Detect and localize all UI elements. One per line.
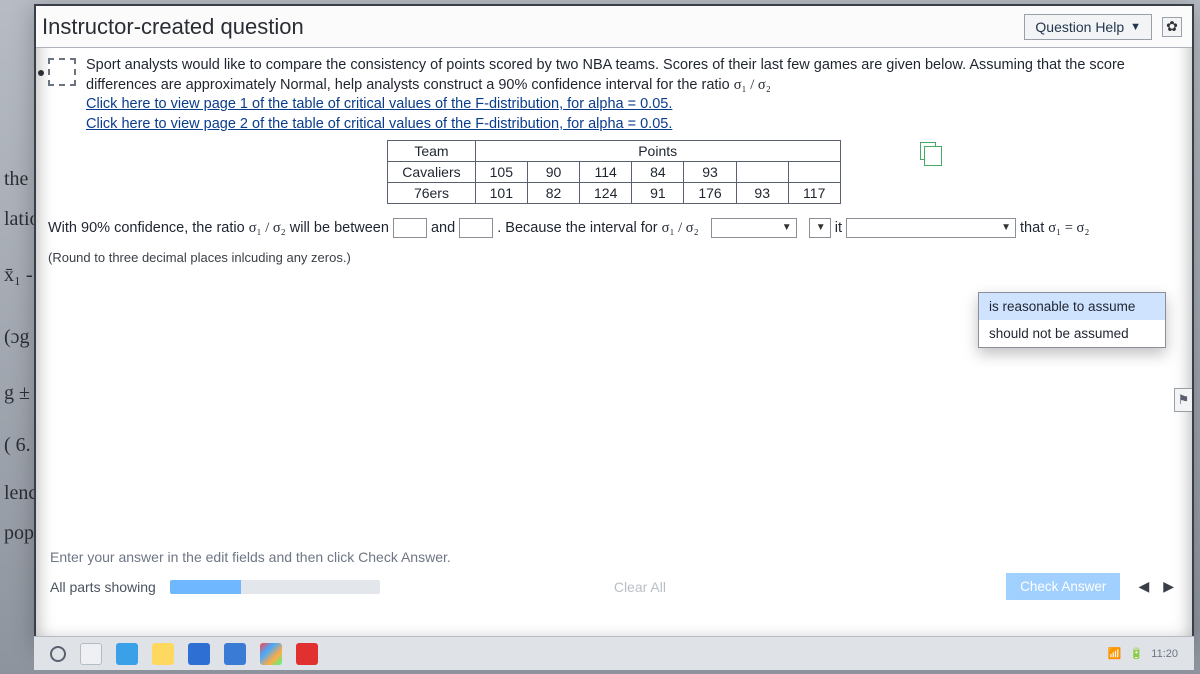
cell: 93: [684, 162, 736, 183]
battery-icon[interactable]: 🔋: [1130, 647, 1144, 660]
next-button[interactable]: ▶: [1159, 576, 1178, 597]
chevron-down-icon: ▼: [816, 218, 826, 238]
cell: [788, 162, 840, 183]
team-name: Cavaliers: [388, 162, 475, 183]
footer: Enter your answer in the edit fields and…: [36, 541, 1192, 608]
f-table-link-2[interactable]: Click here to view page 2 of the table o…: [86, 116, 672, 132]
cell: 124: [580, 183, 632, 204]
footer-hint: Enter your answer in the edit fields and…: [50, 549, 1178, 565]
question-part-icon: [48, 58, 76, 86]
ratio-symbol: σ₁ / σ₂: [662, 220, 699, 236]
cell: 176: [684, 183, 736, 204]
cell: [736, 162, 788, 183]
taskbar: 📶 🔋 11:20: [34, 636, 1194, 670]
txt: . Because the interval for: [497, 220, 661, 236]
dropdown-option[interactable]: is reasonable to assume: [979, 293, 1165, 320]
wifi-icon[interactable]: 📶: [1108, 647, 1122, 660]
txt: and: [431, 220, 459, 236]
f-table-link-1[interactable]: Click here to view page 1 of the table o…: [86, 96, 672, 112]
window-title: Instructor-created question: [42, 14, 304, 40]
col-points: Points: [475, 141, 840, 162]
dropdown-option[interactable]: should not be assumed: [979, 320, 1165, 347]
pager: ◀ ▶: [1134, 576, 1178, 597]
interval-dropdown-1[interactable]: ▼: [711, 218, 797, 238]
cell: 84: [632, 162, 684, 183]
table-header-row: Team Points: [388, 141, 840, 162]
chevron-down-icon: ▼: [782, 218, 792, 238]
cell: 105: [475, 162, 527, 183]
assume-dropdown[interactable]: ▼: [846, 218, 1016, 238]
gear-icon[interactable]: ✿: [1162, 17, 1182, 37]
cell: 91: [632, 183, 684, 204]
ratio-symbol: σ₁ / σ₂: [249, 220, 286, 236]
system-tray: 📶 🔋 11:20: [1108, 647, 1178, 660]
txt: will be between: [290, 220, 393, 236]
cell: 101: [475, 183, 527, 204]
chrome-icon[interactable]: [260, 643, 282, 665]
store-icon[interactable]: [224, 643, 246, 665]
prompt-sentence: Sport analysts would like to compare the…: [86, 57, 1125, 93]
prompt-text: Sport analysts would like to compare the…: [86, 56, 1180, 134]
clock[interactable]: 11:20: [1151, 648, 1178, 660]
cell: 117: [788, 183, 840, 204]
question-window: Instructor-created question Question Hel…: [34, 4, 1194, 644]
prompt-block: Sport analysts would like to compare the…: [48, 56, 1180, 134]
content-area: Sport analysts would like to compare the…: [36, 48, 1192, 642]
answer-sentence: With 90% confidence, the ratio σ₁ / σ₂ w…: [48, 214, 1180, 271]
txt: that: [1020, 220, 1048, 236]
edge-icon[interactable]: [116, 643, 138, 665]
flag-question-icon[interactable]: ⚑: [1174, 388, 1192, 412]
interval-dropdown-2[interactable]: ▼: [809, 218, 831, 238]
txt: it: [835, 220, 846, 236]
table-row: Cavaliers 105 90 114 84 93: [388, 162, 840, 183]
equality-symbol: σ₁ = σ₂: [1048, 220, 1089, 236]
copy-table-icon[interactable]: [920, 142, 936, 160]
file-explorer-icon[interactable]: [152, 643, 174, 665]
question-help-button[interactable]: Question Help ▼: [1024, 14, 1152, 40]
question-help-label: Question Help: [1035, 19, 1124, 35]
lower-bound-input[interactable]: [393, 218, 427, 238]
parts-showing-label: All parts showing: [50, 579, 156, 595]
cell: 114: [580, 162, 632, 183]
ratio-symbol: σ₁ / σ₂: [734, 77, 771, 93]
cell: 93: [736, 183, 788, 204]
assume-dropdown-popup: is reasonable to assume should not be as…: [978, 292, 1166, 348]
app-icon[interactable]: [296, 643, 318, 665]
cortana-circle-icon[interactable]: [50, 646, 66, 662]
cell: 82: [528, 183, 580, 204]
scores-table: Team Points Cavaliers 105 90 114 84 93: [387, 140, 840, 204]
team-name: 76ers: [388, 183, 475, 204]
upper-bound-input[interactable]: [459, 218, 493, 238]
chevron-down-icon: ▼: [1001, 218, 1011, 238]
cell: 90: [528, 162, 580, 183]
progress-bar: [170, 580, 380, 594]
prev-button[interactable]: ◀: [1134, 576, 1153, 597]
col-team: Team: [388, 141, 475, 162]
check-answer-button[interactable]: Check Answer: [1006, 573, 1120, 600]
table-row: 76ers 101 82 124 91 176 93 117: [388, 183, 840, 204]
clear-all-button[interactable]: Clear All: [614, 579, 666, 595]
title-bar: Instructor-created question Question Hel…: [36, 6, 1192, 48]
rounding-note: (Round to three decimal places inlcuding…: [48, 245, 1180, 271]
txt: With 90% confidence, the ratio: [48, 220, 249, 236]
task-view-icon[interactable]: [80, 643, 102, 665]
mail-icon[interactable]: [188, 643, 210, 665]
chevron-down-icon: ▼: [1130, 21, 1141, 33]
